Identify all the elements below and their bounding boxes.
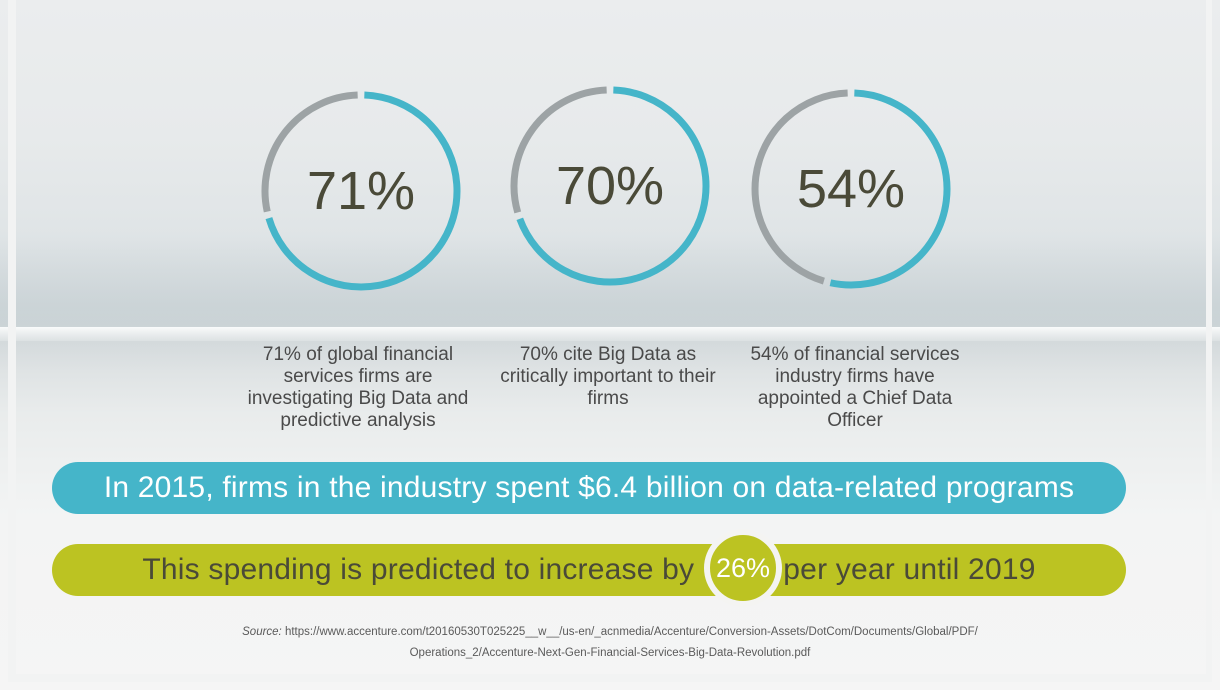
growth-banner: This spending is predicted to increase b… <box>52 544 1126 596</box>
source-label: Source: <box>242 626 282 638</box>
spend-banner: In 2015, firms in the industry spent $6.… <box>52 462 1126 514</box>
stat-description-1: 71% of global financial services firms a… <box>238 344 478 432</box>
growth-text-after: per year until 2019 <box>775 553 1036 586</box>
source-url-part-2: Operations_2/Accenture-Next-Gen-Financia… <box>0 647 1220 659</box>
source-url-part-1: https://www.accenture.com/t20160530T0252… <box>282 626 978 638</box>
ring-value-label-3: 54% <box>797 159 905 219</box>
growth-rate-badge: 26% <box>704 529 782 607</box>
ring-charts: 71% 70% 54% <box>0 0 1220 340</box>
source-line-1: Source: https://www.accenture.com/t20160… <box>0 626 1220 638</box>
growth-text-before: This spending is predicted to increase b… <box>142 553 702 586</box>
stat-description-2: 70% cite Big Data as critically importan… <box>488 344 728 410</box>
ring-value-label-1: 71% <box>307 161 415 221</box>
ring-value-label-2: 70% <box>556 156 664 216</box>
stat-description-3: 54% of financial services industry firms… <box>735 344 975 432</box>
